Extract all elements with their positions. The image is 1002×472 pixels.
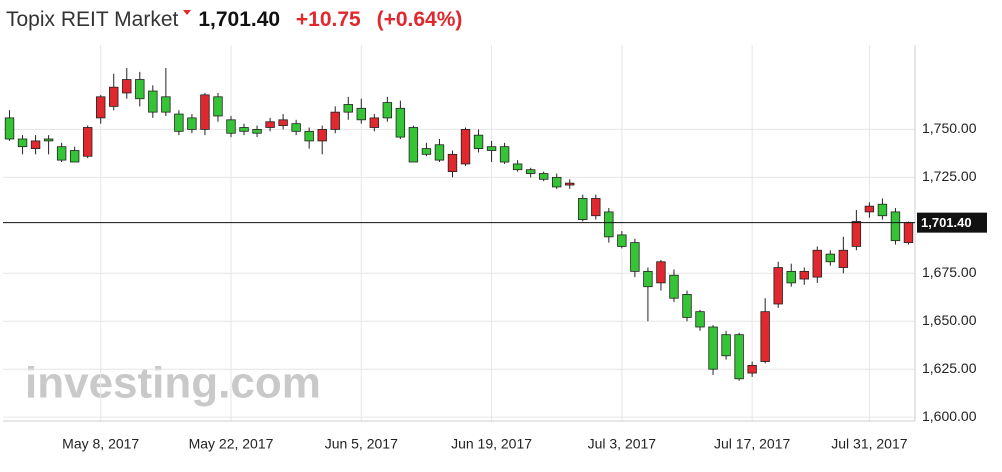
x-tick-label: Jul 3, 2017	[588, 436, 657, 452]
watermark: investing.com	[25, 359, 321, 408]
y-tick-label: 1,750.00	[922, 120, 977, 136]
y-tick-label: 1,625.00	[922, 360, 977, 376]
candle-body	[135, 79, 145, 100]
candle-body	[330, 111, 340, 130]
candle-body	[213, 96, 223, 117]
candle-body	[760, 311, 770, 362]
y-tick-label: 1,650.00	[922, 312, 977, 328]
candle-body	[473, 134, 484, 149]
candle-body	[122, 79, 132, 94]
x-tick-label: May 8, 2017	[62, 436, 139, 452]
last-price-label: 1,701.40	[921, 215, 972, 230]
candle-body	[278, 119, 288, 126]
candle-body	[82, 127, 93, 157]
candle-body	[369, 117, 380, 128]
change-percent: (+0.64%)	[376, 8, 463, 31]
instrument-title: Topix REIT Market	[6, 8, 179, 31]
candle-body	[851, 221, 862, 247]
y-tick-label: 1,675.00	[922, 264, 977, 280]
candle-body	[734, 334, 744, 380]
candle-body	[96, 96, 106, 119]
x-tick-label: Jul 17, 2017	[714, 436, 790, 452]
candle-body	[382, 102, 393, 119]
candle-body	[773, 267, 783, 305]
y-tick-label: 1,600.00	[922, 408, 977, 424]
candle-body	[252, 129, 262, 134]
x-tick-label: May 22, 2017	[189, 436, 274, 452]
candle-body	[356, 107, 366, 121]
y-tick-label: 1,725.00	[922, 168, 977, 184]
candle-body	[838, 249, 849, 268]
candle-body	[643, 270, 653, 288]
change: +10.75	[295, 8, 361, 31]
candle-body	[291, 123, 301, 132]
candle-body	[265, 121, 275, 128]
candle-body	[56, 146, 67, 161]
candle-body	[721, 334, 731, 357]
candle-body	[187, 117, 197, 130]
candle-body	[69, 150, 80, 163]
candle-body	[512, 163, 523, 171]
candle-body	[903, 222, 914, 243]
flag-icon	[183, 10, 192, 15]
candle-body	[499, 146, 510, 163]
candle-body	[877, 203, 888, 217]
candle-body	[799, 270, 809, 280]
candle-body	[148, 90, 158, 113]
candle-body	[604, 211, 614, 238]
candle-body	[200, 94, 210, 130]
candle-body	[864, 205, 875, 213]
candle-body	[708, 326, 718, 370]
candle-body	[630, 242, 640, 272]
last-price-box	[917, 212, 987, 233]
candle-body	[239, 127, 249, 132]
candle-body	[552, 176, 562, 188]
candle-body	[695, 311, 705, 328]
candle-body	[174, 113, 184, 132]
candle-body	[825, 253, 836, 263]
candle-body	[343, 104, 353, 113]
candle-body	[525, 169, 536, 174]
candle-body	[43, 138, 54, 142]
candle-body	[486, 146, 497, 151]
candle-body	[538, 173, 549, 180]
candle-body	[304, 130, 314, 142]
candle-body	[395, 107, 406, 138]
candle-body	[812, 249, 822, 278]
candle-body	[421, 148, 432, 155]
x-tick-label: Jun 19, 2017	[451, 436, 532, 452]
x-tick-label: Jun 5, 2017	[325, 436, 398, 452]
candle-body	[460, 129, 471, 165]
candle-body	[565, 182, 575, 186]
candle-body	[408, 127, 419, 163]
candle-body	[747, 364, 757, 374]
candle-body	[578, 198, 588, 220]
candle-body	[656, 261, 666, 284]
candle-body	[890, 211, 901, 242]
candle-body	[30, 140, 41, 149]
candle-body	[786, 270, 796, 284]
candle-body	[17, 138, 28, 148]
candle-body	[226, 119, 236, 134]
candle-body	[617, 234, 627, 247]
candle-body	[682, 293, 692, 318]
candle-body	[109, 86, 119, 107]
candle-body	[434, 144, 445, 161]
candle-body	[4, 117, 15, 140]
price: 1,701.40	[198, 8, 281, 31]
candle-body	[317, 129, 327, 142]
candle-body	[161, 96, 171, 113]
x-tick-label: Jul 31, 2017	[831, 436, 907, 452]
header: Topix REIT Market 1,701.40 +10.75 (+0.64%…	[6, 8, 472, 32]
candle-body	[591, 198, 601, 217]
candle-body	[669, 274, 679, 299]
candle-body	[447, 153, 458, 173]
